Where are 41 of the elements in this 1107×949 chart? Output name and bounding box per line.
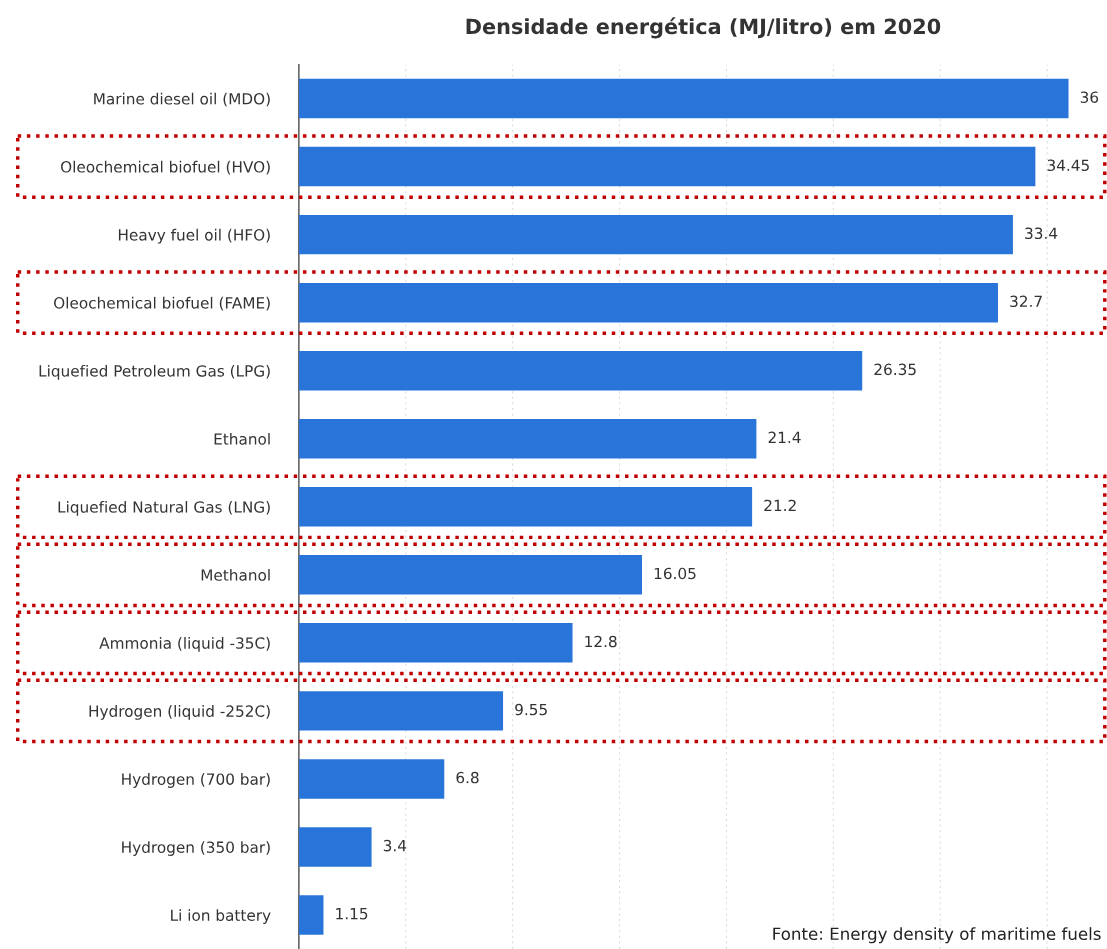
data-label: 1.15 (336, 908, 368, 920)
data-label: 21.2 (764, 499, 796, 511)
bar (298, 895, 324, 935)
y-tick-label: Liquefied Petroleum Gas (LPG) (39, 364, 270, 380)
bar (298, 759, 445, 799)
y-tick-label: Liquefied Natural Gas (LNG) (58, 500, 270, 516)
y-tick-label: Marine diesel oil (MDO) (94, 92, 270, 107)
bar (298, 78, 1069, 119)
data-label: 32.7 (1010, 295, 1042, 308)
bar (298, 146, 1036, 187)
y-tick-label: Li ion battery (171, 909, 271, 924)
data-label: 16.05 (654, 567, 696, 580)
data-label: 33.4 (1025, 227, 1058, 240)
bar (298, 827, 372, 867)
bar (298, 214, 1013, 255)
y-tick-label: Hydrogen (700 bar) (122, 773, 270, 788)
y-tick-label: Oleochemical biofuel (HVO) (61, 160, 270, 175)
annotation: Fonte: Energy density of maritime fuels (773, 927, 1101, 944)
data-label: 34.45 (1047, 159, 1089, 172)
data-label: 12.8 (585, 635, 617, 648)
bar (298, 691, 504, 731)
y-tick-label: Hydrogen (liquid -252C) (89, 705, 270, 720)
bar (298, 555, 643, 595)
data-label: 3.4 (383, 839, 407, 852)
data-label: 36 (1080, 91, 1099, 103)
y-tick-label: Methanol (201, 569, 270, 581)
bar (298, 487, 753, 527)
y-tick-label: Oleochemical biofuel (FAME) (54, 296, 270, 311)
y-tick-label: Hydrogen (350 bar) (122, 841, 270, 856)
bar (298, 419, 757, 459)
data-label: 21.4 (768, 431, 801, 443)
chart-title: Densidade energética (MJ/litro) em 2020 (466, 17, 941, 39)
data-label: 9.55 (515, 703, 547, 716)
data-label: 6.8 (456, 771, 479, 784)
bar (298, 350, 863, 391)
data-label: 26.35 (874, 363, 916, 376)
y-tick-label: Ethanol (214, 432, 270, 445)
y-tick-label: Ammonia (liquid -35C) (99, 637, 270, 652)
bar (298, 282, 998, 323)
bar (298, 623, 573, 663)
y-tick-label: Heavy fuel oil (HFO) (118, 228, 270, 244)
